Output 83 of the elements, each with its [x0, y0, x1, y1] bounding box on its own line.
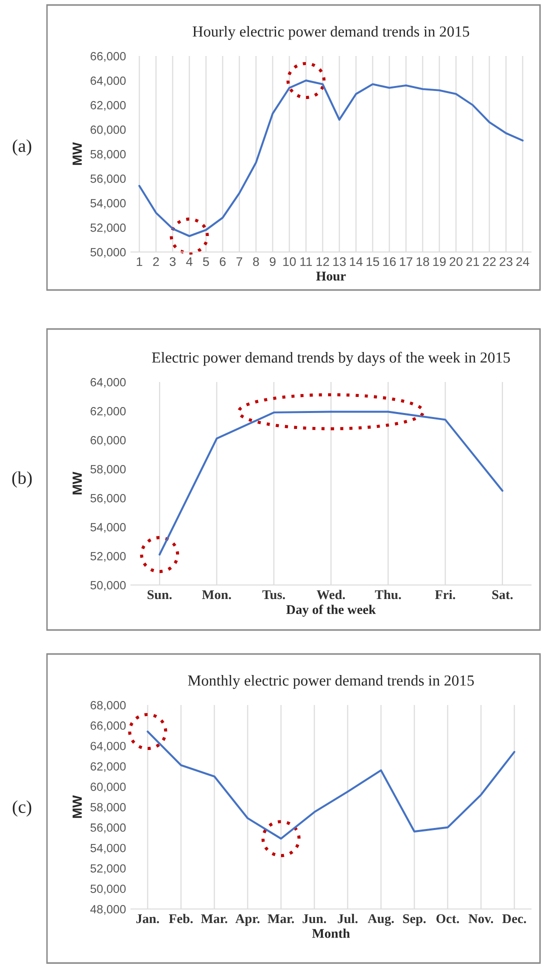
x-tick-label: Sep.: [403, 914, 426, 926]
x-tick-label: Dec.: [502, 914, 526, 924]
x-tick-label: 4: [186, 257, 192, 266]
y-tick-label: 54,000: [90, 199, 126, 209]
text: (c): [12, 800, 32, 817]
y-tick-label: 62,000: [90, 762, 126, 772]
y-tick-label: 52,000: [90, 552, 126, 562]
x-tick-label: 15: [366, 257, 380, 266]
y-tick-label: 66,000: [90, 52, 126, 62]
y-tick-label: 62,000: [90, 407, 126, 417]
x-tick-label: Jan.: [136, 914, 160, 924]
y-tick-label: 62,000: [90, 101, 126, 111]
x-tick-label: Nov.: [468, 914, 494, 924]
y-tick-label: 68,000: [90, 701, 126, 711]
x-tick-label: 3: [170, 257, 176, 266]
x-axis-title: Month: [312, 928, 350, 938]
y-tick-label: 56,000: [90, 174, 126, 184]
y-tick-label: 50,000: [90, 248, 126, 258]
x-tick-label: 13: [333, 257, 346, 266]
x-tick-label: 16: [383, 257, 396, 266]
x-axis-title: Day of the week: [286, 604, 376, 617]
x-tick-label: Mon.: [202, 590, 231, 600]
x-tick-label: 18: [416, 257, 430, 266]
x-tick-label: 10: [283, 257, 296, 266]
y-axis-title: MW: [72, 472, 82, 494]
x-tick-label: Thu.: [374, 590, 401, 600]
x-tick-label: Mar.: [268, 914, 294, 924]
x-tick-label: 8: [253, 257, 259, 266]
y-tick-label: 50,000: [90, 581, 126, 591]
text: (b): [12, 471, 32, 488]
x-tick-label: 17: [400, 257, 412, 266]
chart-title: Monthly electric power demand trends in 2015: [188, 674, 474, 689]
x-tick-label: 14: [350, 257, 363, 266]
y-tick-label: 64,000: [90, 76, 126, 86]
x-tick-label: 19: [433, 257, 446, 266]
y-tick-label: 54,000: [90, 844, 126, 854]
x-tick-label: Jul.: [338, 914, 358, 924]
x-tick-label: Fri.: [435, 590, 456, 600]
x-tick-label: Apr.: [235, 914, 260, 926]
y-tick-label: 60,000: [90, 436, 126, 446]
x-tick-label: 7: [236, 257, 242, 266]
y-tick-label: 56,000: [90, 494, 126, 504]
y-tick-label: 58,000: [90, 465, 126, 475]
text: (a): [12, 139, 32, 156]
y-tick-label: 50,000: [90, 884, 126, 894]
chart-title: Electric power demand trends by days of the week in 2015: [152, 352, 510, 366]
y-tick-label: 66,000: [90, 721, 126, 732]
x-tick-label: Feb.: [168, 914, 193, 924]
y-tick-label: 52,000: [90, 224, 126, 234]
x-tick-label: Jun.: [302, 914, 326, 924]
x-tick-label: 20: [450, 257, 462, 266]
x-axis-title: Hour: [316, 272, 346, 281]
y-tick-label: 52,000: [90, 864, 126, 874]
x-tick-label: 9: [270, 257, 276, 266]
y-tick-label: 64,000: [90, 742, 126, 752]
x-tick-label: Sat.: [492, 590, 513, 600]
y-tick-label: 64,000: [90, 378, 126, 388]
x-tick-label: Wed.: [316, 590, 345, 600]
x-tick-label: Sun.: [148, 590, 172, 600]
x-tick-label: 24: [516, 257, 530, 266]
x-tick-label: 12: [316, 257, 329, 266]
chart-title: Hourly electric power demand trends in 2015: [192, 26, 470, 40]
y-axis-title: MW: [72, 142, 82, 165]
x-tick-label: 1: [136, 257, 142, 266]
y-tick-label: 60,000: [90, 782, 126, 792]
y-tick-label: 56,000: [90, 823, 126, 834]
x-tick-label: Mar.: [201, 914, 228, 924]
x-tick-label: 11: [300, 257, 312, 266]
x-tick-label: Oct.: [436, 914, 459, 924]
x-tick-label: 21: [466, 257, 480, 266]
x-tick-label: 23: [500, 257, 512, 266]
y-tick-label: 58,000: [90, 803, 126, 813]
y-tick-label: 58,000: [90, 150, 126, 160]
x-tick-label: Aug.: [368, 914, 394, 926]
x-tick-label: 5: [203, 257, 209, 266]
x-tick-label: Tus.: [262, 590, 285, 600]
x-tick-label: 6: [220, 257, 226, 266]
y-tick-label: 48,000: [90, 905, 126, 915]
y-axis-title: MW: [72, 795, 82, 818]
y-tick-label: 54,000: [90, 523, 126, 533]
y-tick-label: 60,000: [90, 126, 126, 136]
x-tick-label: 22: [483, 257, 496, 266]
x-tick-label: 2: [153, 257, 159, 266]
